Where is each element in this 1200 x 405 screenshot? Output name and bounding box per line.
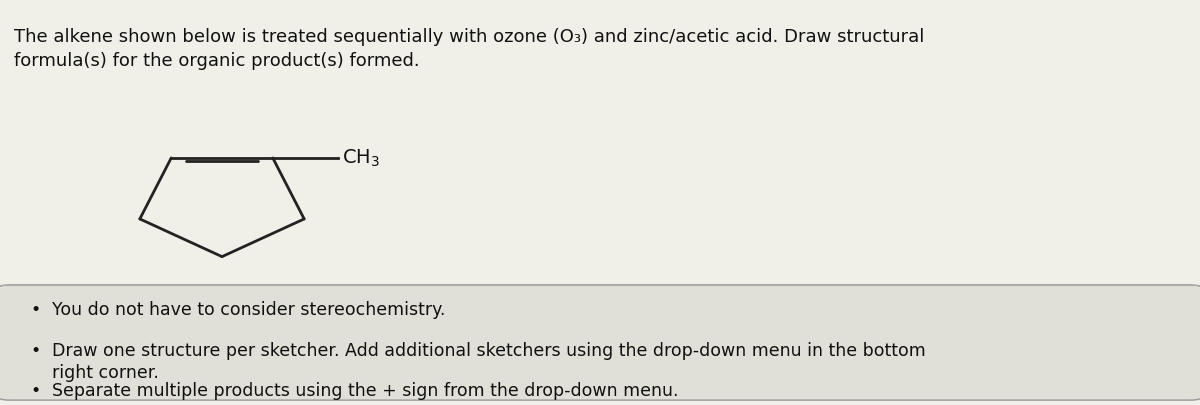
Text: •: • — [30, 341, 41, 360]
Text: You do not have to consider stereochemistry.: You do not have to consider stereochemis… — [52, 301, 445, 319]
Text: Separate multiple products using the + sign from the drop-down menu.: Separate multiple products using the + s… — [52, 382, 678, 400]
Text: Draw one structure per sketcher. Add additional sketchers using the drop-down me: Draw one structure per sketcher. Add add… — [52, 341, 925, 382]
Text: •: • — [30, 301, 41, 319]
FancyBboxPatch shape — [0, 285, 1200, 400]
Text: •: • — [30, 382, 41, 400]
Text: CH$_3$: CH$_3$ — [342, 147, 380, 168]
Text: The alkene shown below is treated sequentially with ozone (O₃) and zinc/acetic a: The alkene shown below is treated sequen… — [14, 28, 925, 70]
